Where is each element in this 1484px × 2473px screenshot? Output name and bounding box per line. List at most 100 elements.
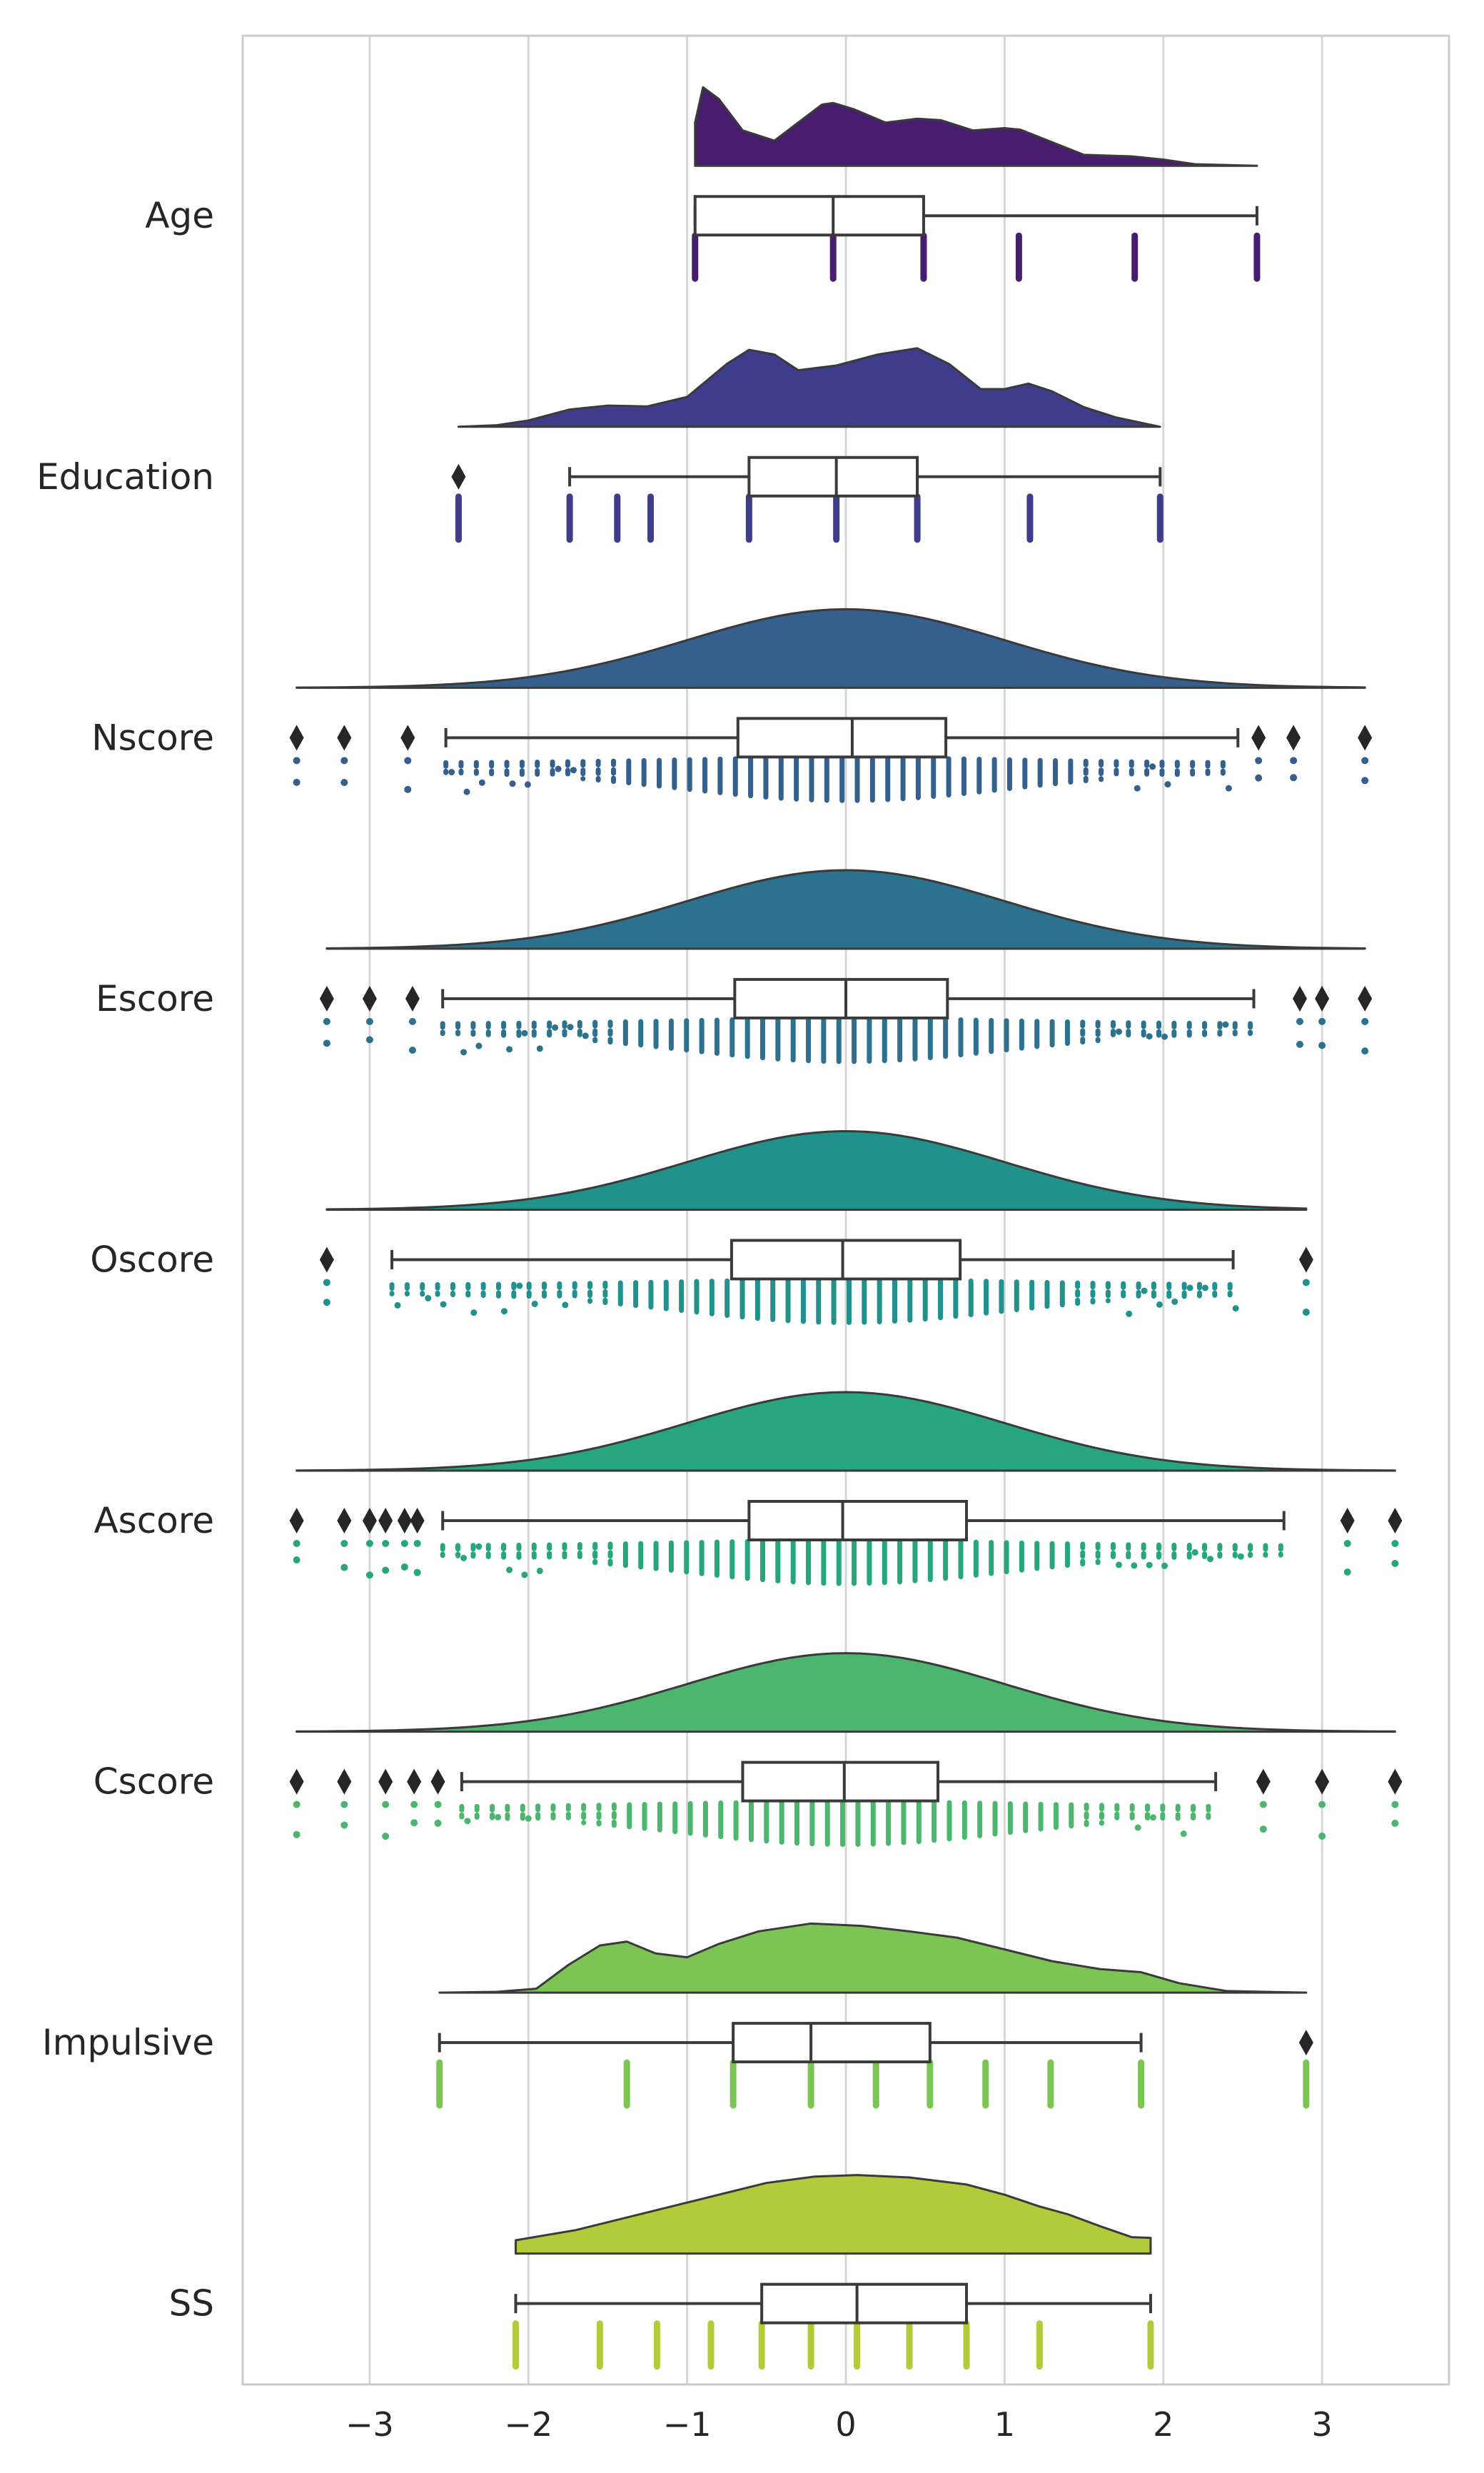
- outlier-marker: [337, 1508, 352, 1534]
- rain-point: [1290, 774, 1298, 782]
- box-iqr-ascore: [747, 1500, 968, 1542]
- rain-point: [463, 788, 470, 795]
- x-tick-label: 3: [1311, 2405, 1332, 2444]
- rain-point: [1318, 1042, 1326, 1049]
- rain-point: [1141, 1287, 1148, 1294]
- x-axis-tick-labels: −3 −2 −1 0 1 2 3: [345, 2405, 1333, 2444]
- box-iqr-oscore: [730, 1239, 962, 1281]
- rain-point: [1134, 1824, 1141, 1831]
- rain-point: [531, 1300, 538, 1307]
- rain-point: [1150, 1814, 1156, 1821]
- rain-point: [323, 1017, 330, 1025]
- outlier-marker: [289, 1508, 304, 1534]
- box-iqr-cscore: [741, 1761, 939, 1803]
- rain-point: [536, 1567, 543, 1574]
- rain-point: [1391, 1819, 1399, 1827]
- outlier-marker: [1298, 2030, 1313, 2056]
- y-axis-label-escore: Escore: [96, 978, 214, 1019]
- rain-point: [382, 1540, 390, 1548]
- rain-point: [562, 1301, 569, 1309]
- outlier-marker: [289, 1768, 304, 1795]
- rain-point: [521, 1571, 528, 1578]
- x-tick-label: 1: [994, 2405, 1015, 2444]
- outlier-marker: [405, 985, 420, 1012]
- rain-point: [1156, 1301, 1163, 1308]
- rain-point: [448, 769, 455, 776]
- density-cloud-cscore: [296, 1652, 1396, 1733]
- rain-point: [1146, 1561, 1153, 1568]
- rain-point: [410, 1800, 418, 1808]
- outlier-marker: [410, 1508, 425, 1534]
- density-cloud-escore: [325, 869, 1366, 950]
- rain-point: [340, 1800, 348, 1808]
- rain-point: [1164, 781, 1171, 788]
- rain-point: [1343, 1568, 1351, 1576]
- rain-point: [382, 1566, 390, 1574]
- x-tick-label: −3: [345, 2405, 394, 2444]
- rain-point: [1343, 1540, 1351, 1548]
- rain-point: [525, 1815, 532, 1822]
- rain-point: [340, 1540, 348, 1548]
- rain-point: [293, 1556, 301, 1563]
- y-axis-label-impulsive: Impulsive: [42, 2022, 214, 2063]
- rain-point: [1207, 1556, 1214, 1563]
- rain-point: [323, 1279, 330, 1286]
- outlier-marker: [378, 1768, 393, 1795]
- rain-point: [1296, 1040, 1303, 1048]
- rain-point: [365, 1036, 373, 1044]
- y-axis-label-ascore: Ascore: [94, 1500, 214, 1541]
- rain-point: [506, 1046, 513, 1053]
- rain-point: [582, 1032, 589, 1039]
- rain-point: [434, 1819, 442, 1827]
- rain-point: [464, 1818, 471, 1825]
- rain-point: [440, 1301, 447, 1308]
- rain-point: [500, 1308, 508, 1315]
- outlier-marker: [1358, 725, 1373, 751]
- rain-point: [365, 1017, 373, 1025]
- outlier-marker: [1315, 985, 1330, 1012]
- outlier-marker: [1251, 725, 1266, 751]
- rain-point: [1237, 1553, 1244, 1560]
- x-tick-label: −1: [663, 2405, 712, 2444]
- rain-point: [340, 1563, 348, 1571]
- rain-point: [1171, 1298, 1178, 1305]
- plot-frame: [241, 34, 1450, 2386]
- rain-point: [536, 1045, 543, 1052]
- outlier-marker: [337, 725, 352, 751]
- outlier-marker: [407, 1768, 422, 1795]
- rain-point: [1318, 1017, 1326, 1025]
- rain-point: [567, 1024, 574, 1031]
- rain-point: [400, 1540, 408, 1548]
- x-tick-label: 0: [835, 2405, 856, 2444]
- rain-point: [524, 781, 531, 788]
- rain-point: [434, 1800, 442, 1808]
- outlier-marker: [1388, 1508, 1403, 1534]
- box-iqr-ss: [760, 2282, 969, 2325]
- rain-point: [293, 1540, 301, 1548]
- rain-point: [1134, 785, 1141, 792]
- outlier-marker: [1340, 1508, 1355, 1534]
- rain-point: [1131, 1562, 1138, 1569]
- rain-point: [1361, 1047, 1369, 1055]
- x-tick-label: −2: [504, 2405, 552, 2444]
- density-clouds: [296, 86, 1396, 2255]
- rain-point: [1302, 1279, 1310, 1286]
- rain-point: [365, 1540, 373, 1548]
- outlier-marker: [1298, 1246, 1313, 1273]
- rain-point: [1302, 1308, 1310, 1316]
- rain-point: [570, 767, 577, 774]
- rain-point: [1180, 1830, 1187, 1838]
- rain-point: [340, 757, 348, 765]
- rain-point: [495, 1813, 502, 1820]
- box-iqr-education: [747, 455, 919, 498]
- rain-point: [1391, 1800, 1399, 1808]
- outlier-marker: [400, 725, 415, 751]
- outlier-marker: [1286, 725, 1301, 751]
- rain-point: [425, 1294, 432, 1301]
- rain-point: [408, 1017, 416, 1025]
- outlier-marker: [1388, 1768, 1403, 1795]
- y-axis-label-oscore: Oscore: [90, 1239, 214, 1280]
- outlier-marker: [337, 1768, 352, 1795]
- box-iqr-nscore: [736, 717, 948, 759]
